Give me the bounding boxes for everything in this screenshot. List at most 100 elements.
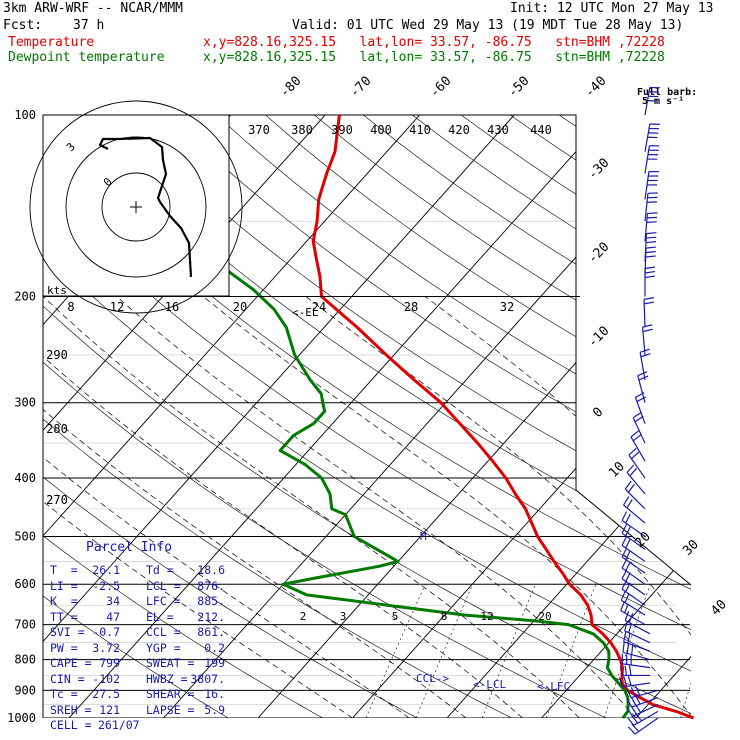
dry-adiabat-460 [656,115,691,718]
wind-barb-600 [621,558,646,585]
parcel-info-cell: 212. [197,609,225,624]
theta-label-420: 420 [448,123,470,137]
wind-barb-475 [623,496,646,524]
parcel-info-cell: 121 [99,702,120,717]
pressure-label-900: 900 [14,683,36,697]
wind-barb-flag [626,499,633,509]
wind-barb-staff [632,417,646,444]
wind-barb-575 [621,547,646,574]
wind-barb-flag [624,480,632,490]
wind-barb-flag [645,255,656,258]
wind-barb-flag [635,685,641,696]
wind-barb-225 [643,297,655,328]
parcel-info-cell: -102 [92,671,120,686]
wind-barb-flag [618,677,623,688]
wind-barb-flag [627,675,632,686]
wind-barb-flag [642,324,653,328]
dry-adiabat-400 [363,115,691,718]
wind-barb-800 [622,642,651,661]
wind-barb-425 [626,464,646,495]
isotherm-label-40: 40 [708,597,730,619]
theta-side-label-270: 270 [46,493,68,507]
temperature-location: x,y=828.16,325.15 lat,lon= 33.57, -86.75… [203,35,665,50]
wind-barb-staff [631,697,659,708]
isotherm-0 [446,115,691,718]
isotherm-30 [731,115,740,718]
wind-barb-flag [647,212,658,215]
isotherm-label-30: 30 [680,537,702,559]
dry-adiabat-370 [216,115,691,718]
wind-barb-staff [630,689,659,699]
isotherm--70 [43,115,326,718]
parcel-info-cell: 16. [204,687,225,701]
wind-barb-flag [628,665,632,676]
parcel-info-cell: 47 [106,609,120,624]
isotherm--10 [352,115,691,718]
wind-barb-flag [626,643,630,654]
wind-barb-100 [644,86,660,116]
wind-barb-675 [620,590,646,616]
wind-barb-450 [624,480,646,510]
isotherm-20 [635,115,691,718]
hodograph-ring-middle [65,136,207,278]
wind-barb-flag [623,496,630,506]
model-title: 3km ARW-WRF -- NCAR/MMM [3,1,184,16]
wind-barb-staff [644,87,651,116]
wind-barb-flag [621,547,628,558]
parcel-info-cell: 799 [99,656,120,670]
pressure-label-600: 600 [14,577,36,591]
wind-barb-flag [630,696,637,706]
wind-barb-flag [646,236,657,239]
parcel-info-cell: TT = [50,609,78,624]
wind-barb-staff [621,556,646,574]
wind-barb-staff [622,651,651,661]
wind-barb-flag [621,511,628,521]
lfc-marker: <-LFC [537,680,570,693]
wind-barb-flag [644,301,655,305]
mixing-ratio-label-3: 3 [340,610,347,623]
dry-adiabat-250 [43,115,229,718]
wind-barb-flag [638,375,649,381]
wind-barb-flag [630,714,639,724]
wind-barb-flag [625,538,631,549]
wind-barb-525 [621,524,646,550]
el-marker: <-EL [292,306,319,319]
wind-barb-850 [619,665,650,677]
dry-adiabat-380 [265,115,691,718]
wind-barb-825 [621,653,651,669]
wind-barb-550 [621,536,646,562]
dewpoint-location: x,y=828.16,325.15 lat,lon= 33.57, -86.75… [203,50,665,65]
wind-barb-staff [639,352,646,381]
wind-barb-staff [644,213,649,242]
dry-adiabat-360 [167,115,691,718]
isotherm-label-0: 0 [590,405,606,421]
wind-barb-staff [644,123,651,152]
wind-barb-775 [623,631,651,652]
barb-legend-units: 5 m s⁻¹ [642,96,684,107]
wind-barb-flag [620,590,626,601]
wind-barb-flag [629,468,637,477]
plot-frame [43,114,692,586]
pressure-label-800: 800 [14,653,36,667]
wind-barb-flag [626,698,633,708]
parcel-info-cell: 199 [204,656,225,670]
isotherm-label--50: -50 [505,74,532,101]
wind-barb-flag [620,601,626,611]
wind-barb-300 [637,371,649,403]
dry-adiabat-260 [43,115,323,718]
parcel-info-cell: 861. [197,625,225,639]
isotherm-label--40: -40 [582,74,609,101]
parcel-info-cell: LFC = [146,594,181,608]
wind-barb-flag [627,717,635,726]
parcel-info-cell: SHEAR = [146,687,195,701]
wind-barb-staff [632,704,659,717]
theta-side-label-280: 280 [46,422,68,436]
wind-barb-175 [644,232,657,262]
isotherm-10 [541,115,691,718]
freezing-level-marker: M [420,530,427,543]
dry-adiabat-330 [43,115,691,718]
forecast-label: Fcst: [3,18,43,33]
wind-barb-flag [625,526,631,537]
